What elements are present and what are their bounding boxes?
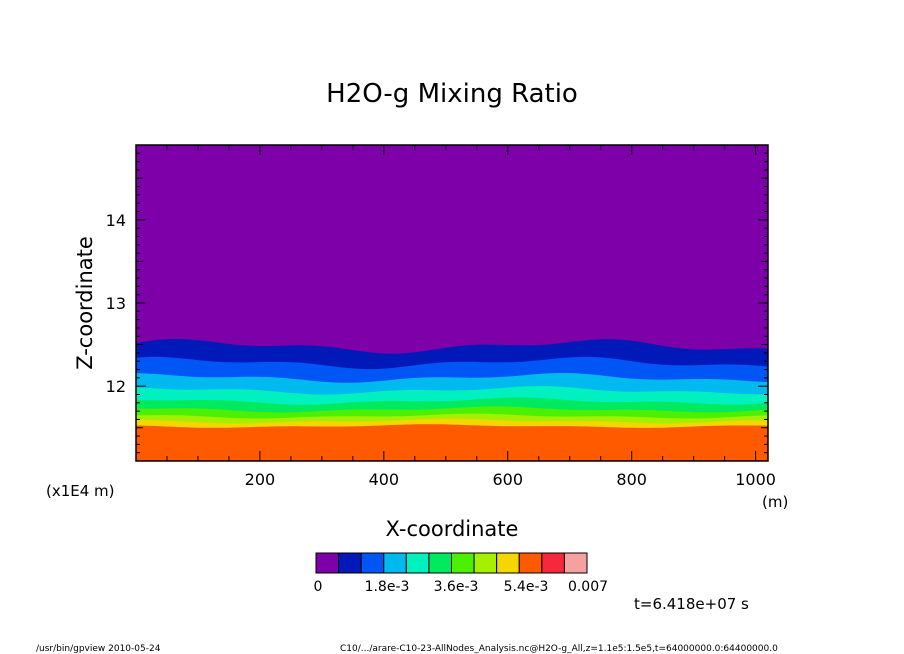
y-axis-ticks: 12 13 14 <box>106 152 768 454</box>
x-axis-ticks: 200 400 600 800 1000 <box>166 145 776 489</box>
colorbar-tick-label: 3.6e-3 <box>434 579 479 595</box>
y-axis-label: Z-coordinate <box>73 236 97 370</box>
x-axis-unit: (m) <box>762 493 788 511</box>
x-tick-label: 800 <box>616 470 647 489</box>
colorbar-swatch <box>518 552 543 574</box>
colorbar-swatch <box>383 552 407 574</box>
colorbar-swatch <box>360 552 385 574</box>
x-axis-label: X-coordinate <box>386 517 519 541</box>
contour-band-9 <box>136 424 768 461</box>
footer-right: C10/.../arare-C10-23-AllNodes_Analysis.n… <box>340 644 778 654</box>
colorbar-tick-label: 0 <box>314 579 323 595</box>
colorbar-swatch <box>541 552 565 574</box>
colorbar-swatch <box>473 552 498 574</box>
x-tick-label: 1000 <box>735 470 776 489</box>
colorbar-swatch <box>405 552 430 574</box>
y-tick-label: 14 <box>106 211 126 230</box>
x-tick-label: 400 <box>369 470 400 489</box>
colorbar: 0 1.8e-3 3.6e-3 5.4e-3 0.007 <box>314 552 608 595</box>
colorbar-swatch <box>315 552 340 574</box>
y-tick-label: 12 <box>106 377 126 396</box>
colorbar-swatch <box>451 552 475 574</box>
chart-title: H2O-g Mixing Ratio <box>326 79 578 109</box>
time-label: t=6.418e+07 s <box>634 595 749 613</box>
footer-left: /usr/bin/gpview 2010-05-24 <box>36 644 161 654</box>
y-tick-label: 13 <box>106 294 126 313</box>
colorbar-swatch <box>338 552 362 574</box>
contour-plot <box>136 145 768 461</box>
colorbar-tick-label: 5.4e-3 <box>504 579 549 595</box>
colorbar-swatch <box>496 552 520 574</box>
y-axis-unit: (x1E4 m) <box>46 482 115 500</box>
x-tick-label: 600 <box>492 470 523 489</box>
colorbar-swatch <box>428 552 453 574</box>
colorbar-tick-label: 0.007 <box>568 579 608 595</box>
colorbar-tick-label: 1.8e-3 <box>365 579 410 595</box>
colorbar-swatch <box>563 552 588 574</box>
x-tick-label: 200 <box>245 470 276 489</box>
